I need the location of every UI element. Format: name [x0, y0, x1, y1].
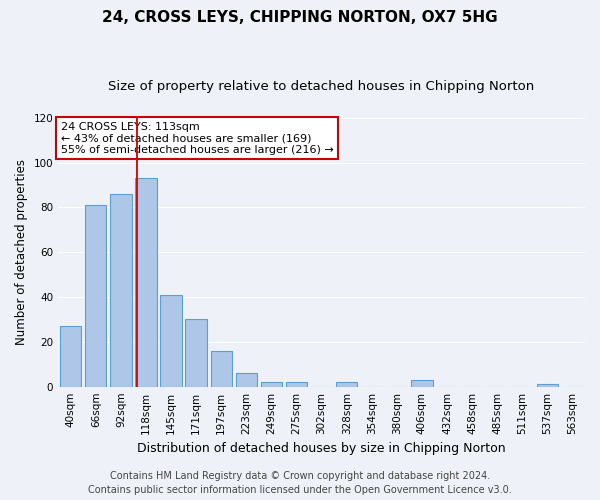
Bar [60, 326, 82, 386]
Bar [136, 178, 157, 386]
Bar [411, 380, 433, 386]
Bar [85, 205, 106, 386]
Text: 24, CROSS LEYS, CHIPPING NORTON, OX7 5HG: 24, CROSS LEYS, CHIPPING NORTON, OX7 5HG [102, 10, 498, 25]
Bar [236, 373, 257, 386]
Y-axis label: Number of detached properties: Number of detached properties [15, 159, 28, 345]
Bar [261, 382, 282, 386]
Bar [211, 351, 232, 386]
X-axis label: Distribution of detached houses by size in Chipping Norton: Distribution of detached houses by size … [137, 442, 506, 455]
Text: Contains HM Land Registry data © Crown copyright and database right 2024.
Contai: Contains HM Land Registry data © Crown c… [88, 471, 512, 495]
Title: Size of property relative to detached houses in Chipping Norton: Size of property relative to detached ho… [109, 80, 535, 93]
Bar [336, 382, 358, 386]
Bar [160, 295, 182, 386]
Bar [185, 320, 207, 386]
Bar [286, 382, 307, 386]
Text: 24 CROSS LEYS: 113sqm
← 43% of detached houses are smaller (169)
55% of semi-det: 24 CROSS LEYS: 113sqm ← 43% of detached … [61, 122, 334, 155]
Bar [110, 194, 131, 386]
Bar [537, 384, 558, 386]
